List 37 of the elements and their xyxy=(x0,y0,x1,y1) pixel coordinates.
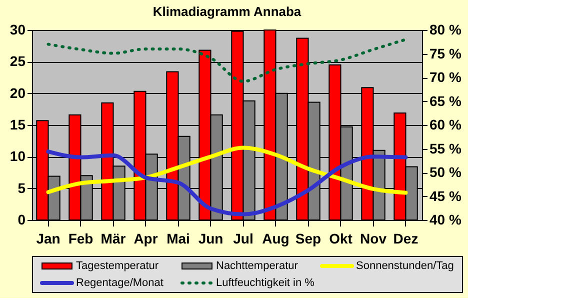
x-tick-label: Jun xyxy=(198,230,224,246)
y-tick-label: 30 xyxy=(10,22,26,38)
x-tick-label: Jul xyxy=(233,230,254,246)
legend-label: Luftfeuchtigkeit in % xyxy=(216,277,315,289)
y2-tick-label: 60 % xyxy=(430,116,462,132)
x-tick-label: Aug xyxy=(262,230,290,246)
y-tick-label: 15 xyxy=(10,116,26,132)
y-tick-label: 25 xyxy=(10,53,26,70)
y2-tick-label: 70 % xyxy=(430,69,462,85)
y2-tick-label: 75 % xyxy=(430,45,462,62)
x-tick-label: Nov xyxy=(360,230,387,246)
y2-tick-label: 80 % xyxy=(430,22,462,38)
x-tick-label: Jan xyxy=(36,230,60,246)
y2-tick-label: 65 % xyxy=(430,92,462,109)
legend-label: Regentage/Monat xyxy=(76,277,164,289)
legend-label: Nachttemperatur xyxy=(216,260,298,272)
y2-tick-label: 55 % xyxy=(430,140,462,156)
line-series xyxy=(46,38,408,83)
y-tick-label: 0 xyxy=(18,212,26,228)
legend-label: Tagestemperatur xyxy=(76,260,159,272)
x-tick-label: Feb xyxy=(68,230,94,246)
x-tick-label: Mär xyxy=(100,230,126,246)
x-tick-label: Dez xyxy=(393,230,418,246)
x-tick-label: Sep xyxy=(295,230,322,246)
y2-tick-label: 45 % xyxy=(430,188,462,204)
line-series xyxy=(46,150,408,216)
legend-label: Sonnenstunden/Tag xyxy=(356,260,454,272)
y2-tick-label: 50 % xyxy=(430,164,462,180)
x-tick-label: Mai xyxy=(166,230,190,246)
y-tick-label: 5 xyxy=(18,180,26,196)
y-tick-label: 20 xyxy=(10,84,26,101)
y-tick-label: 10 xyxy=(10,148,26,164)
x-tick-label: Okt xyxy=(329,230,353,246)
chart-title: Klimadiagramm Annaba xyxy=(152,4,302,19)
line-series xyxy=(46,146,408,195)
x-tick-label: Apr xyxy=(134,230,158,246)
y2-tick-label: 40 % xyxy=(430,212,462,228)
